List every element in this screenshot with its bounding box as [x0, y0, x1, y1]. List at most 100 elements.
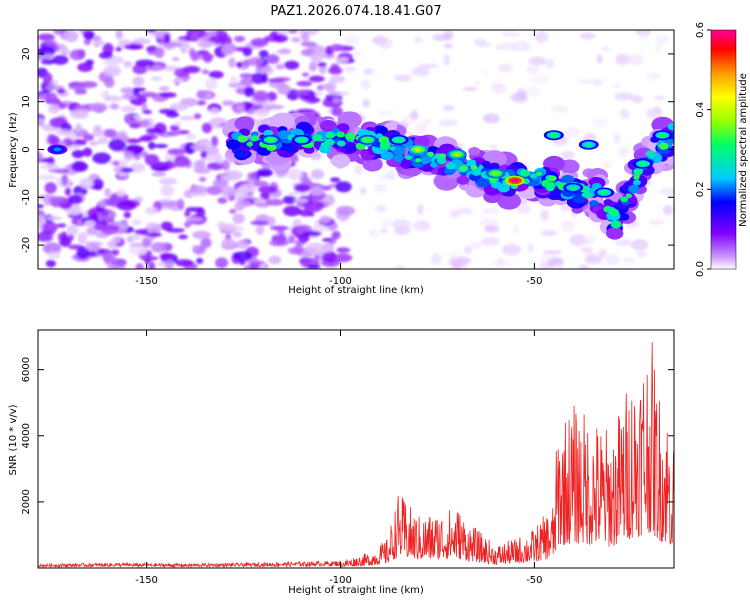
spectrogram-noise-blob: [184, 142, 196, 155]
spectrogram-noise-blob: [418, 63, 439, 68]
spectrogram-noise-blob: [167, 130, 180, 137]
spectrogram-ridge-blob: [336, 140, 346, 147]
bottom-x-tick-label: -100: [329, 575, 352, 586]
spectrogram-noise-blob: [179, 115, 198, 121]
spectrogram-noise-blob: [143, 109, 152, 115]
spectrogram-noise-blob: [159, 252, 173, 260]
spectrogram-noise-blob: [413, 36, 423, 44]
spectrogram-noise-blob: [236, 62, 243, 68]
spectrogram-noise-blob: [636, 250, 647, 258]
spectrogram-noise-blob: [135, 59, 155, 67]
spectrogram-noise-blob: [98, 199, 105, 208]
spectrogram-noise-blob: [332, 98, 341, 103]
spectrogram-noise-blob: [122, 93, 138, 100]
spectrogram-noise-blob: [146, 232, 162, 237]
spectrogram-noise-blob: [124, 114, 132, 122]
spectrogram-noise-blob: [591, 118, 609, 129]
spectrogram-ridge-blob: [237, 135, 248, 143]
spectrogram-ridge-blob: [658, 142, 669, 150]
spectrogram-noise-blob: [45, 92, 58, 102]
spectrogram-noise-blob: [112, 161, 120, 166]
spectrogram-noise-blob: [176, 130, 191, 135]
spectrogram-noise-blob: [38, 174, 57, 180]
spectrogram-ridge-blob: [456, 175, 470, 185]
spectrogram-noise-blob: [604, 253, 621, 266]
spectrogram-noise-blob: [164, 160, 174, 170]
spectrogram-ridge-blob: [246, 141, 253, 147]
spectrogram-noise-blob: [501, 243, 521, 256]
spectrogram-noise-blob: [192, 245, 200, 251]
spectrogram-noise-blob: [139, 135, 153, 142]
spectrogram-noise-blob: [103, 255, 117, 266]
spectrogram-noise-blob: [185, 133, 197, 140]
spectrogram-ridge-blob: [393, 154, 404, 162]
spectrogram-noise-blob: [196, 257, 204, 264]
spectrogram-ridge-blob: [277, 130, 291, 140]
spectrogram-noise-blob: [146, 30, 157, 33]
spectrogram-noise-blob: [581, 235, 596, 245]
spectrogram-noise-blob: [163, 33, 171, 44]
spectrogram-noise-blob: [142, 238, 152, 248]
bottom-y-ticks: 2000 4000 6000: [21, 357, 674, 515]
spectrogram-noise-blob: [56, 88, 66, 94]
spectrogram-noise-blob: [619, 109, 630, 119]
spectrogram-noise-blob: [277, 83, 291, 95]
spectrogram-noise-blob: [53, 30, 66, 35]
spectrogram-noise-blob: [150, 242, 167, 253]
spectrogram-noise-blob: [516, 88, 527, 99]
bottom-y-axis-label: SNR (10 * v/v): [8, 404, 19, 475]
top-x-tick-label: -100: [329, 276, 352, 287]
spectrogram-noise-blob: [42, 242, 62, 255]
spectrogram-noise-blob: [193, 113, 202, 120]
spectrogram-noise-blob: [253, 90, 269, 102]
spectrogram-noise-blob: [239, 77, 254, 87]
spectrogram-noise-blob: [48, 103, 60, 114]
spectrogram-ridge-blob: [320, 120, 337, 132]
spectrogram-noise-blob: [246, 57, 264, 67]
spectrogram-noise-blob: [653, 95, 667, 101]
spectrogram-noise-blob: [190, 185, 208, 194]
spectrogram-noise-blob: [561, 151, 575, 159]
spectrogram-hotspot-core: [266, 137, 275, 142]
spectrogram-ridge-blob: [234, 116, 255, 131]
spectrogram-noise-blob: [302, 72, 309, 77]
spectrogram-noise-blob: [601, 161, 612, 169]
spectrogram-noise-blob: [104, 76, 115, 88]
spectrogram-noise-blob: [49, 196, 69, 205]
spectrogram-noise-blob: [443, 43, 454, 49]
spectrogram-noise-blob: [192, 230, 211, 239]
spectrogram-noise-blob: [193, 160, 206, 172]
spectrogram-noise-blob: [177, 198, 185, 211]
spectrogram-noise-blob: [475, 41, 492, 48]
spectrogram-noise-blob: [79, 177, 94, 189]
spectrogram-noise-blob: [286, 168, 303, 181]
spectrogram-noise-blob: [659, 187, 674, 197]
spectrogram-noise-blob: [408, 224, 421, 231]
spectrogram-noise-blob: [545, 58, 555, 69]
spectrogram-noise-blob: [120, 87, 136, 94]
spectrogram-noise-blob: [580, 246, 593, 253]
spectrogram-noise-blob: [511, 40, 532, 52]
spectrogram-noise-blob: [451, 260, 463, 269]
spectrogram-noise-blob: [221, 43, 236, 56]
colorbar-tick-label: 0.6: [695, 22, 706, 38]
spectrogram-noise-blob: [211, 136, 219, 148]
spectrogram-noise-blob: [273, 77, 291, 82]
spectrogram-ridge-blob: [345, 132, 356, 141]
spectrogram-ridge-blob: [481, 160, 491, 168]
spectrogram-noise-blob: [317, 62, 327, 68]
spectrogram-noise-blob: [298, 233, 310, 243]
spectrogram-noise-blob: [329, 43, 344, 52]
spectrogram-noise-blob: [75, 123, 83, 134]
spectrogram-noise-blob: [103, 65, 122, 77]
spectrogram-noise-blob: [303, 231, 322, 236]
spectrogram-noise-blob: [100, 91, 107, 97]
spectrogram-noise-blob: [267, 216, 276, 227]
spectrogram-noise-blob: [288, 191, 300, 197]
spectrogram-ridge-blob: [389, 146, 396, 151]
top-y-ticks: -20 -10 0 10 20: [21, 48, 674, 253]
spectrogram-noise-blob: [40, 230, 53, 235]
spectrogram-noise-blob: [67, 234, 74, 241]
spectrogram-noise-blob: [646, 72, 661, 81]
spectrogram-noise-blob: [71, 161, 88, 172]
